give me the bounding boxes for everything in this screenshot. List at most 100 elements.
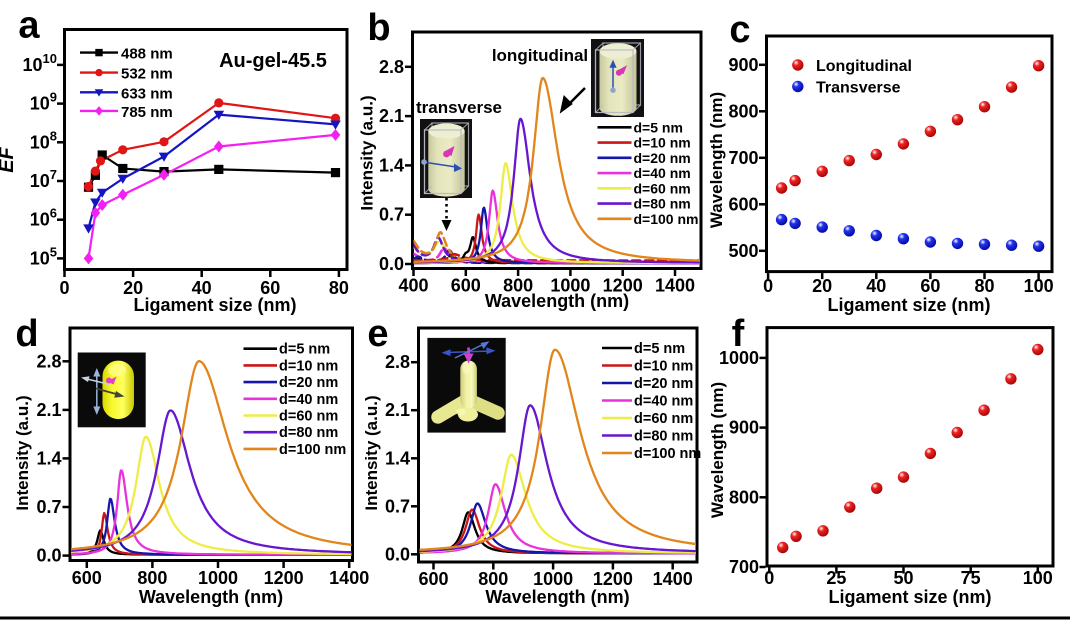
svg-text:f: f — [732, 313, 745, 355]
svg-text:100: 100 — [1024, 276, 1054, 296]
svg-text:600: 600 — [72, 568, 102, 588]
svg-text:2.1: 2.1 — [379, 106, 404, 126]
svg-text:1000: 1000 — [719, 348, 759, 368]
svg-text:d=5 nm: d=5 nm — [634, 119, 683, 135]
svg-text:d=10 nm: d=10 nm — [634, 359, 693, 375]
svg-text:b: b — [367, 7, 390, 49]
svg-text:2.8: 2.8 — [385, 352, 410, 372]
svg-text:600: 600 — [451, 276, 481, 296]
svg-text:800: 800 — [503, 276, 533, 296]
svg-text:d=60 nm: d=60 nm — [279, 409, 338, 425]
svg-text:2.1: 2.1 — [36, 400, 61, 420]
svg-text:d=100 nm: d=100 nm — [634, 211, 699, 227]
svg-text:Au-gel-45.5: Au-gel-45.5 — [219, 50, 327, 72]
svg-text:Ligament size (nm): Ligament size (nm) — [133, 295, 296, 315]
svg-text:75: 75 — [961, 568, 981, 588]
svg-text:longitudinal: longitudinal — [492, 46, 588, 65]
svg-text:Ligament size (nm): Ligament size (nm) — [827, 295, 990, 315]
svg-text:600: 600 — [728, 194, 758, 214]
svg-text:0: 0 — [59, 278, 69, 298]
svg-text:60: 60 — [260, 278, 280, 298]
svg-text:1000: 1000 — [198, 568, 238, 588]
svg-text:1000: 1000 — [550, 276, 590, 296]
svg-text:d=60 nm: d=60 nm — [634, 180, 691, 196]
svg-text:d: d — [15, 313, 38, 355]
svg-text:Intensity (a.u.): Intensity (a.u.) — [362, 395, 381, 510]
svg-text:transverse: transverse — [416, 98, 502, 117]
svg-text:80: 80 — [974, 276, 994, 296]
svg-text:1000: 1000 — [533, 569, 573, 589]
svg-text:0.7: 0.7 — [36, 497, 61, 517]
svg-text:Wavelength (nm): Wavelength (nm) — [485, 291, 629, 311]
svg-text:1400: 1400 — [655, 276, 695, 296]
svg-text:0.7: 0.7 — [379, 205, 404, 225]
svg-text:d=80 nm: d=80 nm — [634, 196, 691, 212]
svg-text:d=20 nm: d=20 nm — [279, 375, 338, 391]
svg-text:d=80 nm: d=80 nm — [279, 425, 338, 441]
svg-text:1200: 1200 — [593, 569, 633, 589]
svg-text:1200: 1200 — [603, 276, 643, 296]
svg-text:400: 400 — [398, 276, 428, 296]
svg-text:d=100 nm: d=100 nm — [634, 446, 701, 462]
svg-text:532 nm: 532 nm — [121, 66, 173, 83]
svg-text:2.1: 2.1 — [385, 400, 410, 420]
svg-text:d=60 nm: d=60 nm — [634, 411, 693, 427]
svg-text:d=20 nm: d=20 nm — [634, 376, 693, 392]
svg-text:633 nm: 633 nm — [121, 85, 173, 102]
svg-text:800: 800 — [137, 568, 167, 588]
svg-text:800: 800 — [729, 487, 759, 507]
svg-text:Wavelength (nm): Wavelength (nm) — [707, 92, 726, 228]
svg-text:1400: 1400 — [329, 568, 369, 588]
svg-text:d=100 nm: d=100 nm — [279, 442, 346, 458]
svg-text:900: 900 — [729, 418, 759, 438]
svg-text:785 nm: 785 nm — [121, 104, 173, 121]
svg-text:1010: 1010 — [23, 51, 58, 75]
svg-text:Intensity (a.u.): Intensity (a.u.) — [358, 95, 377, 210]
svg-text:1200: 1200 — [264, 568, 304, 588]
svg-text:20: 20 — [812, 276, 832, 296]
svg-text:1.4: 1.4 — [385, 448, 410, 468]
svg-text:488 nm: 488 nm — [121, 46, 173, 63]
svg-text:25: 25 — [826, 568, 846, 588]
svg-text:50: 50 — [893, 568, 913, 588]
svg-text:d=10 nm: d=10 nm — [634, 135, 691, 151]
svg-text:2.8: 2.8 — [379, 57, 404, 77]
svg-text:Wavelength (nm): Wavelength (nm) — [139, 587, 283, 607]
svg-text:Wavelength (nm): Wavelength (nm) — [708, 382, 727, 518]
svg-text:60: 60 — [920, 276, 940, 296]
svg-text:Transverse: Transverse — [816, 80, 901, 97]
svg-text:100: 100 — [1023, 568, 1053, 588]
svg-text:Longitudinal: Longitudinal — [816, 58, 912, 75]
svg-text:700: 700 — [729, 557, 759, 577]
svg-text:e: e — [367, 313, 388, 355]
svg-text:40: 40 — [866, 276, 886, 296]
svg-text:d=40 nm: d=40 nm — [279, 392, 338, 408]
svg-text:d=5 nm: d=5 nm — [279, 342, 330, 358]
svg-text:Ligament size (nm): Ligament size (nm) — [828, 587, 991, 607]
svg-text:500: 500 — [728, 241, 758, 261]
svg-text:20: 20 — [123, 278, 143, 298]
svg-text:2.8: 2.8 — [36, 351, 61, 371]
svg-text:d=80 nm: d=80 nm — [634, 429, 693, 445]
svg-text:600: 600 — [418, 569, 448, 589]
svg-text:800: 800 — [478, 569, 508, 589]
svg-text:40: 40 — [192, 278, 212, 298]
svg-text:1.4: 1.4 — [36, 448, 61, 468]
svg-text:d=10 nm: d=10 nm — [279, 358, 338, 374]
svg-text:d=40 nm: d=40 nm — [634, 165, 691, 181]
svg-text:0.0: 0.0 — [379, 254, 404, 274]
svg-text:Intensity (a.u.): Intensity (a.u.) — [13, 395, 32, 510]
svg-text:1.4: 1.4 — [379, 155, 404, 175]
svg-text:0.7: 0.7 — [385, 496, 410, 516]
svg-text:c: c — [729, 9, 750, 51]
svg-text:a: a — [18, 5, 40, 47]
svg-text:0: 0 — [764, 568, 774, 588]
svg-text:700: 700 — [728, 148, 758, 168]
svg-text:Wavelength (nm): Wavelength (nm) — [485, 587, 629, 607]
svg-text:0: 0 — [763, 276, 773, 296]
svg-text:EF: EF — [0, 146, 18, 172]
svg-text:d=40 nm: d=40 nm — [634, 394, 693, 410]
svg-text:d=20 nm: d=20 nm — [634, 150, 691, 166]
svg-text:80: 80 — [329, 278, 349, 298]
svg-text:800: 800 — [728, 101, 758, 121]
